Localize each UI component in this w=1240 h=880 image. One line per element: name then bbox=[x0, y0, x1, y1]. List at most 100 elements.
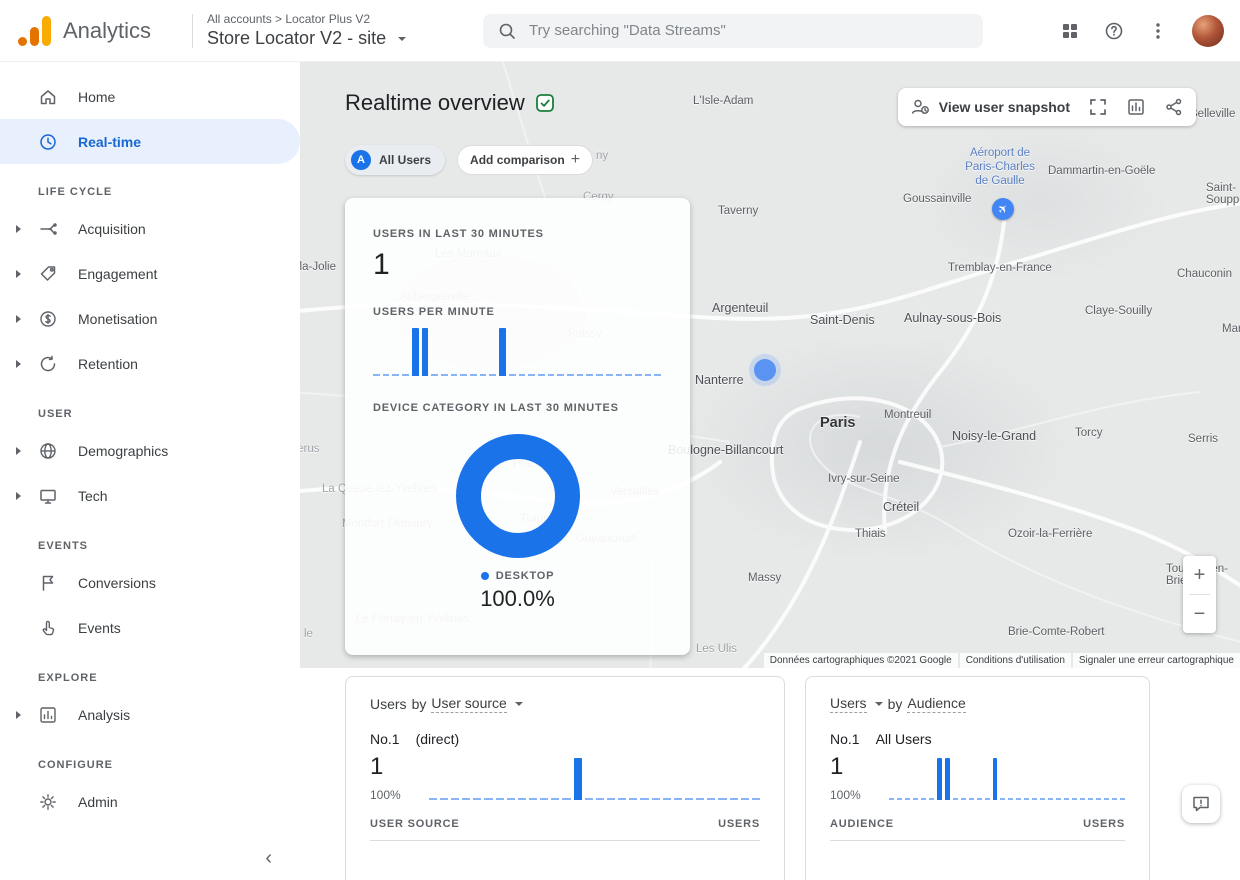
dimension-selector[interactable]: User source bbox=[431, 695, 507, 713]
map-report-error-link[interactable]: Signaler une erreur cartographique bbox=[1072, 653, 1240, 668]
sidebar-item-retention[interactable]: Retention bbox=[0, 341, 300, 386]
demographics-icon bbox=[38, 441, 58, 461]
minute-dash bbox=[557, 374, 565, 376]
sidebar-item-acquisition[interactable]: Acquisition bbox=[0, 206, 300, 251]
zoom-out-button[interactable]: − bbox=[1193, 602, 1206, 625]
minute-dash bbox=[439, 798, 448, 800]
rank-label: No.1 bbox=[830, 731, 860, 747]
realtime-summary-card: USERS IN LAST 30 MINUTES 1 USERS PER MIN… bbox=[345, 198, 690, 655]
help-icon[interactable] bbox=[1104, 21, 1124, 41]
kebab-menu-icon[interactable] bbox=[1148, 21, 1168, 41]
map-label: Montreuil bbox=[884, 409, 932, 421]
zoom-divider bbox=[1189, 594, 1210, 595]
map-label: Créteil bbox=[883, 500, 920, 514]
sidebar-item-admin[interactable]: Admin bbox=[0, 779, 300, 824]
tap-icon bbox=[38, 618, 58, 638]
minute-dash bbox=[651, 798, 660, 800]
minute-bar bbox=[499, 328, 506, 376]
minute-bar bbox=[573, 758, 582, 800]
minute-dash bbox=[1056, 798, 1062, 800]
share-icon[interactable] bbox=[1164, 97, 1184, 117]
apps-grid-icon[interactable] bbox=[1060, 21, 1080, 41]
map-label: Aulnay-sous-Bois bbox=[904, 311, 1002, 325]
report-chart-icon[interactable] bbox=[1126, 97, 1146, 117]
map-label: Noisy-le-Grand bbox=[952, 429, 1037, 443]
sidebar-item-label: Events bbox=[78, 619, 121, 636]
users-30min-label: USERS IN LAST 30 MINUTES bbox=[373, 228, 544, 240]
expand-icon bbox=[16, 359, 21, 368]
metric-selector[interactable]: Users bbox=[830, 695, 867, 713]
minute-dash bbox=[382, 374, 390, 376]
breadcrumb: All accounts > Locator Plus V2 bbox=[207, 12, 371, 26]
sidebar-item-monetisation[interactable]: Monetisation bbox=[0, 296, 300, 341]
minute-dash bbox=[517, 798, 526, 800]
sidebar-item-events[interactable]: Events bbox=[0, 605, 300, 650]
search-icon bbox=[497, 21, 517, 41]
sidebar-section-events: EVENTS bbox=[38, 540, 89, 552]
minute-dash bbox=[489, 374, 497, 376]
airport-marker-icon: ✈ bbox=[992, 198, 1014, 220]
analytics-logo-icon bbox=[18, 15, 51, 46]
expand-icon bbox=[16, 314, 21, 323]
engagement-icon bbox=[38, 264, 58, 284]
sidebar-item-tech[interactable]: Tech bbox=[0, 473, 300, 518]
device-donut-chart bbox=[455, 434, 580, 558]
minute-dash bbox=[629, 798, 638, 800]
dimension-selector[interactable]: Audience bbox=[907, 695, 966, 713]
users-30min-value: 1 bbox=[373, 248, 390, 281]
map-terms-link[interactable]: Conditions d'utilisation bbox=[959, 653, 1071, 668]
minute-dash bbox=[495, 798, 504, 800]
add-comparison-chip[interactable]: Add comparison + bbox=[457, 145, 594, 175]
minute-dash bbox=[618, 798, 627, 800]
account-switcher[interactable]: All accounts > Locator Plus V2 Store Loc… bbox=[193, 12, 407, 49]
brand[interactable]: Analytics bbox=[0, 15, 192, 46]
map-label: Chauconin bbox=[1177, 268, 1232, 280]
retention-icon bbox=[38, 354, 58, 374]
sidebar-item-home[interactable]: Home bbox=[0, 74, 300, 119]
all-users-avatar: A bbox=[351, 150, 371, 170]
minute-dash bbox=[1048, 798, 1054, 800]
minute-dash bbox=[1008, 798, 1014, 800]
minute-dash bbox=[615, 374, 623, 376]
sidebar-item-engagement[interactable]: Engagement bbox=[0, 251, 300, 296]
minute-bar bbox=[944, 758, 950, 800]
header-divider bbox=[192, 13, 193, 48]
all-users-chip[interactable]: A All Users bbox=[345, 145, 446, 175]
search-input[interactable] bbox=[529, 22, 970, 39]
feedback-button[interactable] bbox=[1182, 785, 1220, 823]
column-users: USERS bbox=[718, 818, 760, 830]
page-title: Realtime overview bbox=[345, 90, 525, 115]
minute-dash bbox=[450, 798, 460, 800]
minute-dash bbox=[1080, 798, 1086, 800]
expand-icon bbox=[16, 710, 21, 719]
view-user-snapshot-button[interactable]: View user snapshot bbox=[910, 97, 1070, 117]
sidebar-item-conversions[interactable]: Conversions bbox=[0, 560, 300, 605]
minute-dash bbox=[540, 798, 549, 800]
top-item-value: 1 bbox=[370, 753, 384, 780]
sidebar-item-analysis[interactable]: Analysis bbox=[0, 692, 300, 737]
fullscreen-icon[interactable] bbox=[1088, 97, 1108, 117]
realtime-map[interactable]: L'Isle-AdamFossesPlessisBellevilleAéropo… bbox=[300, 62, 1240, 668]
stat-row: 1 100% bbox=[346, 747, 784, 802]
expand-icon bbox=[16, 269, 21, 278]
minute-dash bbox=[1072, 798, 1078, 800]
minute-dash bbox=[567, 374, 574, 376]
minute-dash bbox=[896, 798, 902, 800]
search-bar[interactable] bbox=[483, 13, 984, 48]
minute-dash bbox=[440, 374, 448, 376]
map-toolbar: View user snapshot bbox=[897, 88, 1196, 126]
zoom-in-button[interactable]: + bbox=[1193, 563, 1206, 586]
chevron-down-icon bbox=[398, 36, 407, 41]
map-label: Aéroport de Paris-Charles de Gaulle bbox=[965, 147, 1035, 187]
metric-label: Users bbox=[370, 696, 407, 712]
sidebar-item-demographics[interactable]: Demographics bbox=[0, 428, 300, 473]
map-copyright: Données cartographiques ©2021 Google bbox=[763, 653, 958, 668]
minute-dash bbox=[984, 798, 990, 800]
sidebar-collapse-button[interactable]: ‹ bbox=[265, 847, 272, 869]
minute-dash bbox=[460, 374, 468, 376]
top-item-percent: 100% bbox=[830, 788, 861, 802]
map-label: Saint-Denis bbox=[810, 313, 875, 327]
user-avatar[interactable] bbox=[1192, 14, 1224, 47]
minute-dash bbox=[606, 798, 616, 800]
sidebar-item-realtime[interactable]: Real-time bbox=[0, 119, 300, 164]
